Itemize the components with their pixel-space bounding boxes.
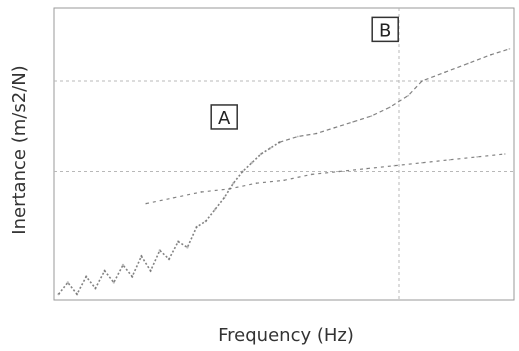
annotation-label-a: A	[218, 108, 231, 129]
series-point-1-18	[213, 208, 217, 211]
series-point-1-13	[167, 257, 171, 261]
series-point-3-1	[145, 202, 147, 205]
series-point-1-12	[158, 249, 161, 252]
series-point-3-10	[393, 164, 396, 167]
series-point-2-11	[467, 62, 469, 65]
series-point-1-16	[195, 225, 198, 229]
series-point-2-4	[333, 126, 336, 129]
series-point-2-5	[352, 120, 354, 123]
series-line-2	[279, 48, 510, 143]
series-point-1-22	[250, 161, 253, 164]
plot-area: AB	[53, 7, 515, 301]
series-point-3-3	[200, 191, 203, 193]
series-point-2-12	[490, 53, 492, 56]
series-point-3-11	[421, 161, 423, 164]
series-point-2-7	[388, 106, 391, 109]
series-point-1-24	[269, 146, 272, 150]
annotation-box-a	[210, 104, 238, 130]
series-point-3-6	[283, 179, 285, 182]
series-point-3-2	[172, 196, 175, 199]
series-point-3-9	[365, 167, 368, 170]
series-lines	[57, 47, 511, 296]
series-point-2-10	[444, 71, 446, 74]
annotation-box-b	[371, 16, 399, 43]
series-line-1	[57, 141, 280, 296]
series-point-1-23	[259, 152, 263, 156]
annotation-b: B	[371, 16, 399, 43]
annotation-a: A	[210, 104, 238, 130]
series-point-2-13	[508, 47, 511, 50]
series-point-1-5	[94, 287, 97, 290]
series-point-1-21	[241, 170, 244, 173]
series-point-3-12	[448, 158, 451, 161]
series-point-1-9	[131, 275, 134, 278]
series-point-3-4	[227, 188, 230, 190]
series-point-1-19	[223, 196, 226, 199]
series-point-1-1	[57, 292, 60, 296]
series-point-2-2	[296, 135, 299, 138]
series-point-2-1	[278, 141, 281, 144]
series-point-1-10	[140, 255, 143, 258]
series-point-3-7	[310, 173, 313, 176]
series-point-1-14	[177, 240, 180, 243]
series-line-3	[145, 153, 505, 205]
annotation-label-b: B	[379, 20, 391, 41]
series-point-2-9	[421, 80, 423, 82]
annotations: AB	[210, 16, 399, 130]
series-point-1-6	[103, 269, 106, 272]
series-point-1-3	[75, 292, 79, 296]
x-axis-title: Frequency (Hz)	[218, 325, 354, 346]
series-point-1-7	[112, 281, 116, 284]
series-point-1-2	[66, 281, 70, 284]
series-point-2-8	[407, 94, 410, 97]
series-point-3-13	[476, 156, 479, 158]
y-axis-title: Inertance (m/s2/N)	[9, 65, 30, 234]
series-point-3-8	[338, 170, 341, 173]
grid-lines	[54, 8, 514, 300]
series-point-2-6	[370, 115, 373, 117]
series-point-1-15	[186, 246, 189, 249]
series-point-1-11	[149, 269, 152, 272]
series-point-1-8	[121, 263, 125, 267]
series-point-1-4	[85, 275, 88, 278]
series-point-1-20	[232, 182, 235, 185]
series-point-3-5	[255, 182, 258, 185]
plot-frame	[53, 7, 515, 301]
series-point-3-14	[503, 153, 506, 155]
series-point-1-17	[204, 219, 207, 223]
series-point-2-3	[315, 132, 318, 135]
